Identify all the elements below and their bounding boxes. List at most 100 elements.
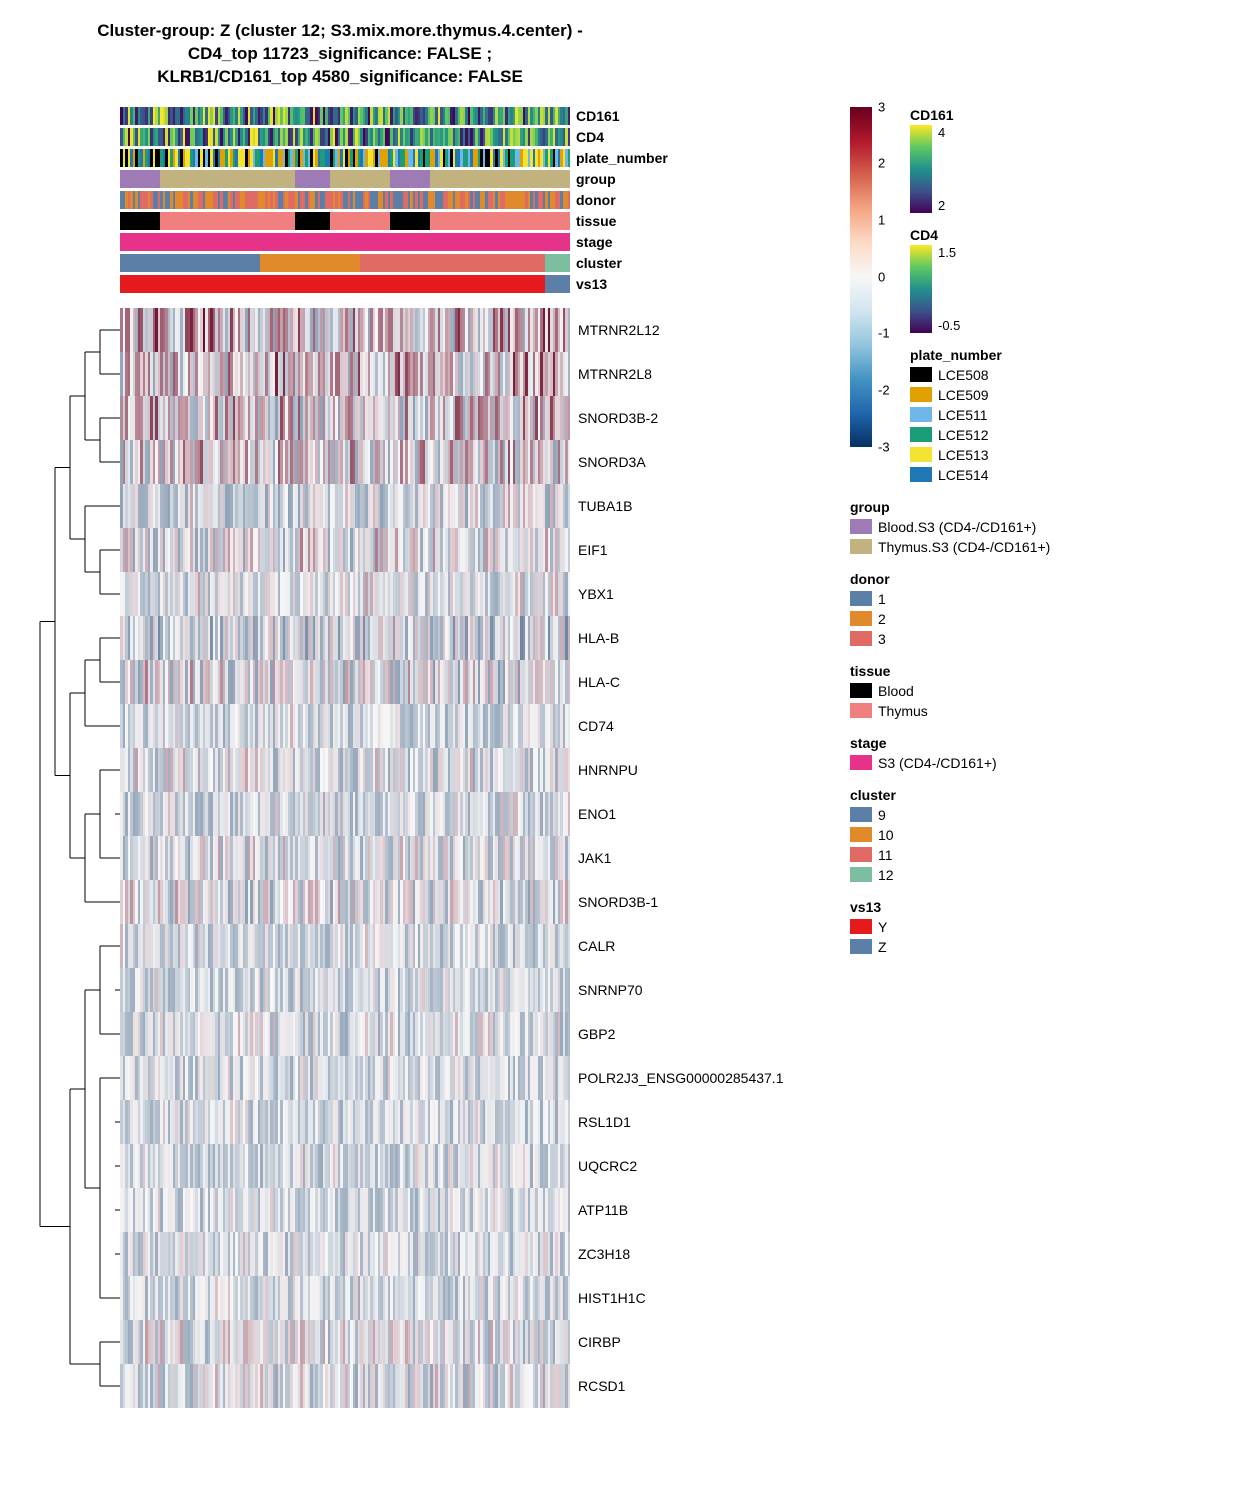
legend-swatch — [910, 467, 932, 482]
legend-label: LCE512 — [938, 427, 989, 443]
legend-item: 2 — [850, 609, 1220, 629]
row-dendrogram — [20, 308, 120, 1408]
annot-label-CD161: CD161 — [570, 107, 820, 125]
legend-label: LCE513 — [938, 447, 989, 463]
heat-row — [120, 836, 570, 880]
gene-label: SNORD3B-1 — [570, 880, 820, 924]
legend-label: Blood — [878, 683, 914, 699]
legend-swatch — [910, 367, 932, 382]
legend-label: 11 — [878, 847, 893, 863]
gene-label: POLR2J3_ENSG00000285437.1 — [570, 1056, 820, 1100]
legend-swatch — [850, 827, 872, 842]
gene-label: SNORD3A — [570, 440, 820, 484]
row-labels-col: CD161CD4plate_numbergroupdonortissuestag… — [570, 107, 820, 1408]
lower-legends: groupBlood.S3 (CD4-/CD161+)Thymus.S3 (CD… — [850, 499, 1220, 957]
heat-row — [120, 748, 570, 792]
annot-track-donor — [120, 191, 570, 209]
legend-item: 3 — [850, 629, 1220, 649]
legend-swatch — [910, 447, 932, 462]
heat-row — [120, 1232, 570, 1276]
gene-labels: MTRNR2L12MTRNR2L8SNORD3B-2SNORD3ATUBA1BE… — [570, 308, 820, 1408]
heat-row — [120, 1276, 570, 1320]
heat-row — [120, 440, 570, 484]
legend-swatch — [850, 539, 872, 554]
heat-row — [120, 792, 570, 836]
legend-item: LCE509 — [910, 385, 1002, 405]
legend-col: 3 2 10 -1 -2 -3 CD16142CD41.5-0.5plate_number… — [820, 107, 1220, 971]
colorbar-tick: -2 — [878, 383, 890, 398]
legend-label: 10 — [878, 827, 894, 843]
legend-cluster: cluster9101112 — [850, 787, 1220, 885]
legend-item: LCE513 — [910, 445, 1002, 465]
legend-label: 1 — [878, 591, 886, 607]
legend-plate_number: plate_numberLCE508LCE509LCE511LCE512LCE5… — [910, 347, 1002, 485]
gene-label: ENO1 — [570, 792, 820, 836]
legend-swatch — [910, 407, 932, 422]
annot-label-tissue: tissue — [570, 212, 820, 230]
heat-row — [120, 924, 570, 968]
legend-item: 9 — [850, 805, 1220, 825]
legend-swatch — [850, 519, 872, 534]
legend-vs13: vs13YZ — [850, 899, 1220, 957]
legend-item: Y — [850, 917, 1220, 937]
legend-swatch — [850, 807, 872, 822]
gene-label: SNORD3B-2 — [570, 396, 820, 440]
annot-track-CD4 — [120, 128, 570, 146]
legend-swatch — [850, 631, 872, 646]
gene-label: RCSD1 — [570, 1364, 820, 1408]
gene-label: ZC3H18 — [570, 1232, 820, 1276]
gene-label: HLA-B — [570, 616, 820, 660]
heat-row — [120, 572, 570, 616]
annot-label-plate_number: plate_number — [570, 149, 820, 167]
heat-row — [120, 968, 570, 1012]
heat-row — [120, 308, 570, 352]
annotation-labels: CD161CD4plate_numbergroupdonortissuestag… — [570, 107, 820, 293]
legend-swatch — [910, 387, 932, 402]
gene-label: CIRBP — [570, 1320, 820, 1364]
side-legends: CD16142CD41.5-0.5plate_numberLCE508LCE50… — [910, 107, 1002, 499]
legend-label: S3 (CD4-/CD161+) — [878, 755, 997, 771]
heat-row — [120, 616, 570, 660]
colorbar-tick: -1 — [878, 326, 890, 341]
legend-swatch — [850, 683, 872, 698]
heat-row — [120, 352, 570, 396]
heat-row — [120, 484, 570, 528]
heat-row — [120, 660, 570, 704]
gene-label: HIST1H1C — [570, 1276, 820, 1320]
gene-label: EIF1 — [570, 528, 820, 572]
heat-row — [120, 880, 570, 924]
legend-item: S3 (CD4-/CD161+) — [850, 753, 1220, 773]
annot-track-vs13 — [120, 275, 570, 293]
colorbar-ticks: 3210-1-2-3 — [872, 107, 902, 447]
annot-track-group — [120, 170, 570, 188]
gene-label: MTRNR2L8 — [570, 352, 820, 396]
heat-row — [120, 396, 570, 440]
heat-row — [120, 704, 570, 748]
legend-swatch — [850, 611, 872, 626]
legend-swatch — [850, 867, 872, 882]
annot-track-cluster — [120, 254, 570, 272]
main-colorbar: 3210-1-2-3 CD16142CD41.5-0.5plate_number… — [850, 107, 1220, 499]
legend-swatch — [850, 591, 872, 606]
title-line-3: KLRB1/CD161_top 4580_significance: FALSE — [60, 66, 620, 89]
legend-tissue: tissueBloodThymus — [850, 663, 1220, 721]
legend-label: 2 — [878, 611, 886, 627]
legend-label: LCE508 — [938, 367, 989, 383]
legend-CD161: CD16142 — [910, 107, 1002, 213]
heat-row — [120, 1144, 570, 1188]
legend-group: groupBlood.S3 (CD4-/CD161+)Thymus.S3 (CD… — [850, 499, 1220, 557]
heatmap-matrix — [120, 308, 570, 1408]
annot-label-stage: stage — [570, 233, 820, 251]
legend-label: LCE514 — [938, 467, 989, 483]
annot-label-CD4: CD4 — [570, 128, 820, 146]
legend-donor: donor123 — [850, 571, 1220, 649]
gene-label: RSL1D1 — [570, 1100, 820, 1144]
gene-label: CD74 — [570, 704, 820, 748]
colorbar-tick: -3 — [878, 439, 890, 454]
legend-label: Y — [878, 919, 887, 935]
annot-track-tissue — [120, 212, 570, 230]
legend-swatch — [850, 847, 872, 862]
heat-row — [120, 1056, 570, 1100]
legend-swatch — [850, 939, 872, 954]
legend-item: Blood — [850, 681, 1220, 701]
